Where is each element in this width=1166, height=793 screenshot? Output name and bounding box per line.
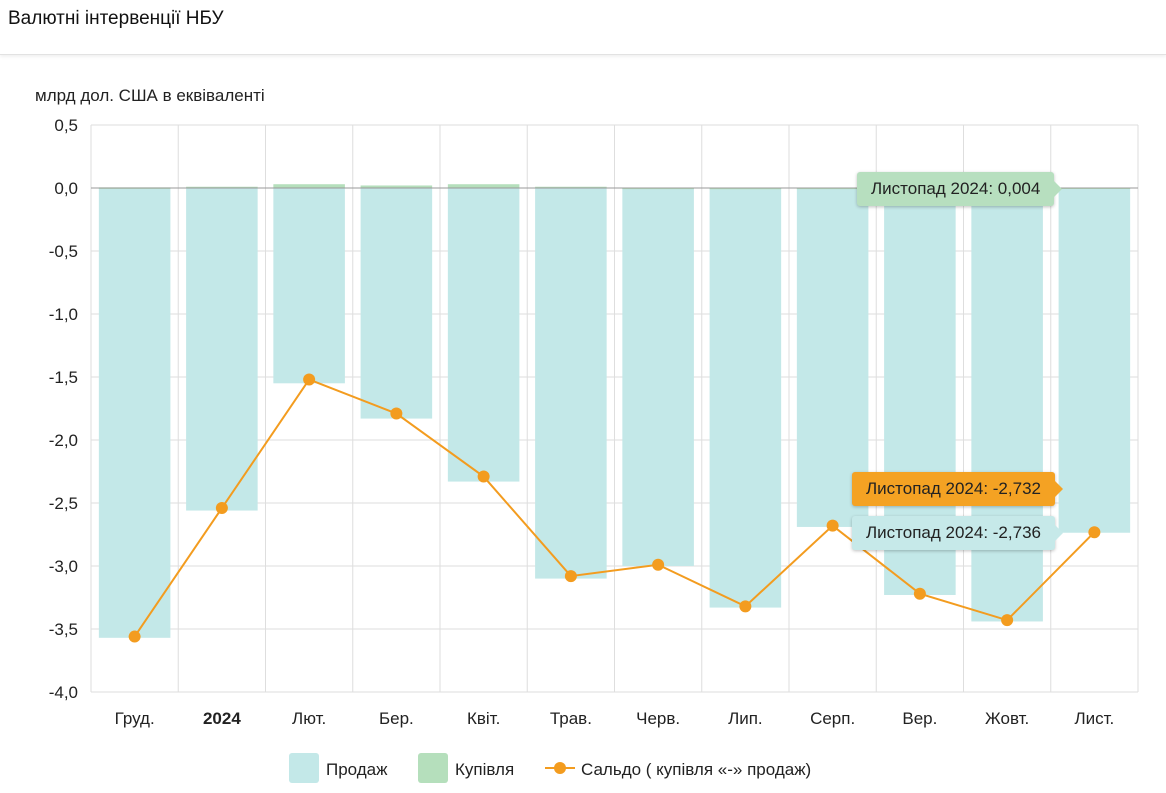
y-tick-label: -1,5: [49, 368, 78, 387]
saldo-point: [390, 407, 403, 420]
saldo-point: [652, 558, 665, 571]
y-tick-label: -3,5: [49, 620, 78, 639]
saldo-point: [913, 587, 926, 600]
x-tick-label: Квіт.: [467, 709, 500, 728]
bar-sale: [273, 188, 345, 384]
y-axis-label: млрд дол. США в еквіваленті: [35, 86, 265, 105]
tooltip-buy: Листопад 2024: 0,004: [857, 172, 1063, 206]
x-tick-label: Трав.: [550, 709, 592, 728]
saldo-point: [215, 502, 228, 515]
bar-sale: [360, 188, 433, 419]
bar-sale: [622, 188, 694, 566]
bar-sale: [709, 188, 782, 608]
bar-sale: [535, 188, 607, 579]
saldo-point: [477, 470, 490, 483]
y-tick-label: -2,0: [49, 431, 78, 450]
y-tick-label: -2,5: [49, 494, 78, 513]
saldo-line: [133, 378, 1096, 638]
legend-label-sale: Продаж: [326, 760, 388, 779]
saldo-point: [826, 519, 839, 532]
bar-sale: [98, 188, 171, 638]
x-tick-label: Вер.: [902, 709, 937, 728]
saldo-point: [303, 373, 316, 386]
tooltip-saldo: Листопад 2024: -2,732: [852, 472, 1063, 506]
saldo-point: [128, 630, 141, 643]
bar-sale: [971, 188, 1043, 622]
x-tick-label: Жовт.: [985, 709, 1029, 728]
bar-buy: [273, 184, 345, 188]
x-tick-label: Черв.: [636, 709, 680, 728]
x-tick-label: 2024: [203, 709, 241, 728]
saldo-point: [739, 600, 752, 613]
legend-label-saldo: Сальдо ( купівля «-» продаж): [581, 760, 811, 779]
legend-marker-saldo: [554, 762, 566, 774]
x-tick-label: Бер.: [379, 709, 414, 728]
page-title: Валютні інтервенції НБУ: [8, 8, 224, 29]
legend-label-buy: Купівля: [455, 760, 514, 779]
tooltip-sale: Листопад 2024: -2,736: [852, 516, 1063, 550]
bar-buy: [186, 186, 258, 189]
header: Валютні інтервенції НБУ: [0, 0, 1166, 55]
saldo-point: [1001, 614, 1014, 627]
bar-sale: [186, 188, 258, 511]
saldo-point: [1088, 526, 1101, 539]
y-tick-label: -1,0: [49, 305, 78, 324]
x-tick-label: Лист.: [1074, 709, 1114, 728]
y-tick-label: 0,0: [54, 179, 78, 198]
x-tick-label: Лип.: [728, 709, 763, 728]
bar-buy: [535, 186, 607, 189]
y-tick-label: -3,0: [49, 557, 78, 576]
bar-sale: [447, 188, 520, 482]
bar-buy: [360, 185, 433, 188]
legend-swatch-buy: [418, 753, 448, 783]
bar-sale: [1058, 188, 1131, 533]
x-tick-label: Серп.: [810, 709, 855, 728]
x-tick-label: Лют.: [292, 709, 326, 728]
saldo-point: [564, 570, 577, 583]
bar-buy: [447, 184, 520, 188]
legend-swatch-sale: [289, 753, 319, 783]
y-tick-label: -4,0: [49, 683, 78, 702]
bar-sale: [796, 188, 869, 527]
y-tick-label: -0,5: [49, 242, 78, 261]
y-tick-label: 0,5: [54, 116, 78, 135]
x-tick-label: Груд.: [115, 709, 155, 728]
